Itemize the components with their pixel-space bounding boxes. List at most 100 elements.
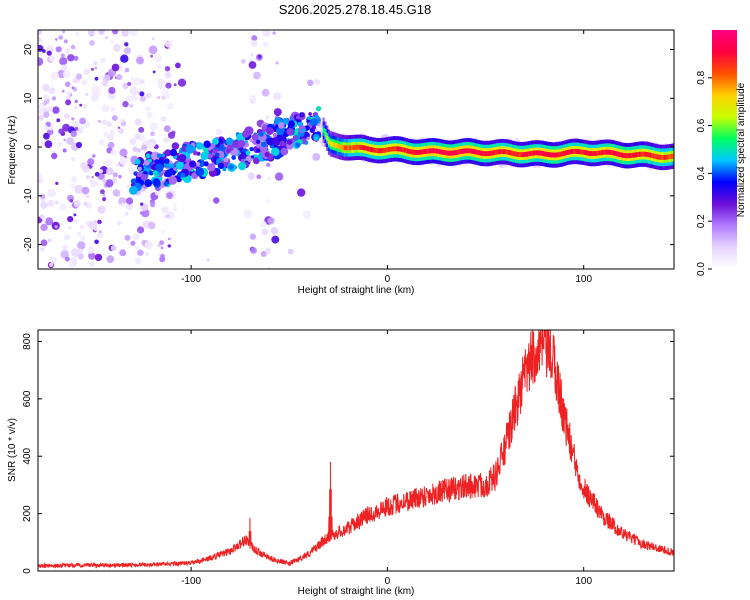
heatmap-cell (465, 148, 468, 154)
heatmap-cell (73, 106, 78, 110)
spectrogram-x-axis-label: Height of straight line (km) (298, 285, 415, 296)
heatmap-cell (474, 149, 477, 155)
heatmap-cell (501, 149, 504, 155)
heatmap-cell (98, 230, 102, 234)
heatmap-cell (449, 150, 452, 156)
heatmap-cell (39, 214, 45, 219)
heatmap-cell (352, 145, 355, 150)
spectrogram-x-tick-label: -100 (181, 274, 201, 285)
heatmap-cell (130, 240, 136, 246)
spectrogram-heatmap (38, 30, 674, 269)
heatmap-cell (265, 115, 270, 120)
heatmap-cell (77, 231, 82, 236)
heatmap-cell (242, 130, 250, 138)
heatmap-cell (164, 66, 171, 72)
heatmap-cell (297, 188, 306, 197)
heatmap-cell (100, 57, 106, 64)
heatmap-cell (270, 227, 279, 235)
heatmap-cell (93, 61, 98, 66)
heatmap-cell (274, 172, 284, 181)
heatmap-cell (118, 197, 127, 206)
heatmap-cell (73, 200, 81, 208)
heatmap-cell (421, 149, 424, 155)
heatmap-cell (154, 159, 160, 165)
heatmap-cell (333, 142, 336, 148)
snr-y-tick-label: 600 (22, 390, 33, 407)
heatmap-cell (62, 244, 68, 250)
heatmap-cell (200, 151, 209, 160)
heatmap-cell (81, 79, 88, 86)
heatmap-cell (138, 126, 145, 133)
heatmap-cell (82, 103, 88, 109)
heatmap-cell (654, 154, 657, 159)
heatmap-cell (311, 125, 317, 130)
heatmap-cell (506, 149, 509, 155)
heatmap-cell (38, 37, 42, 43)
heatmap-cell (122, 100, 129, 108)
heatmap-cell (485, 151, 488, 157)
heatmap-cell (118, 174, 122, 179)
heatmap-cell (250, 40, 258, 47)
heatmap-cell (278, 122, 285, 129)
heatmap-cell (555, 152, 558, 158)
heatmap-cell (94, 253, 103, 262)
heatmap-cell (94, 66, 98, 70)
heatmap-cell (243, 209, 252, 219)
heatmap-cell (455, 150, 458, 155)
heatmap-cell (272, 133, 278, 138)
heatmap-cell (145, 92, 152, 99)
heatmap-cell (481, 151, 484, 156)
snr-y-tick-label: 400 (22, 447, 33, 464)
heatmap-cell (518, 152, 521, 158)
heatmap-cell (116, 163, 120, 167)
heatmap-cell (55, 46, 62, 53)
heatmap-cell (176, 185, 180, 188)
heatmap-cell (411, 149, 414, 155)
heatmap-cell (103, 74, 111, 82)
heatmap-cell (591, 151, 594, 157)
heatmap-cell (617, 151, 620, 157)
heatmap-cell (273, 108, 282, 117)
heatmap-cell (40, 247, 45, 252)
heatmap-cell (148, 221, 156, 230)
heatmap-cell (275, 61, 279, 65)
heatmap-cell (45, 217, 54, 226)
heatmap-cell (326, 135, 329, 141)
colorbar: 0.0 0.2 0.4 0.6 0.8 Normalized spectral ampl… (696, 30, 747, 276)
heatmap-cell (112, 172, 118, 178)
heatmap-cell (513, 151, 516, 157)
heatmap-cell (177, 78, 187, 87)
heatmap-cell (50, 256, 58, 264)
heatmap-cell (70, 183, 76, 189)
heatmap-cell (331, 141, 334, 147)
heatmap-cell (389, 146, 392, 152)
heatmap-cell (120, 203, 125, 208)
heatmap-cell (73, 213, 77, 217)
heatmap-cell (309, 118, 318, 127)
heatmap-cell (663, 154, 666, 160)
heatmap-cell (598, 150, 601, 156)
heatmap-cell (42, 83, 50, 92)
heatmap-cell (161, 206, 169, 214)
heatmap-cell (75, 141, 83, 149)
heatmap-cell (144, 179, 153, 188)
heatmap-cell (97, 219, 102, 225)
heatmap-cell (665, 154, 668, 160)
heatmap-cell (173, 83, 177, 87)
heatmap-cell (112, 30, 119, 35)
heatmap-cell (238, 161, 247, 171)
heatmap-cell (262, 30, 271, 37)
heatmap-cell (110, 245, 117, 252)
heatmap-cell (312, 152, 321, 161)
heatmap-cell (624, 153, 627, 159)
heatmap-cell (573, 148, 576, 154)
heatmap-cell (306, 136, 310, 140)
heatmap-cell (104, 36, 108, 40)
heatmap-cell (97, 119, 101, 123)
heatmap-cell (77, 241, 86, 250)
heatmap-cell (61, 89, 65, 93)
heatmap-cell (467, 148, 470, 154)
heatmap-cell (178, 154, 187, 163)
heatmap-cell (88, 221, 98, 230)
heatmap-cell (479, 150, 483, 156)
